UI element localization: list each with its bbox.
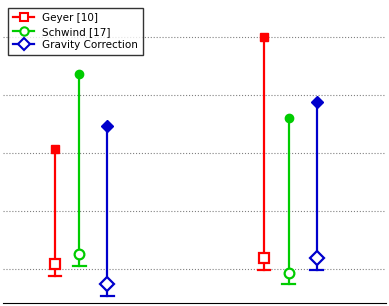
Legend: Geyer [10], Schwind [17], Gravity Correction: Geyer [10], Schwind [17], Gravity Correc…: [8, 8, 144, 55]
